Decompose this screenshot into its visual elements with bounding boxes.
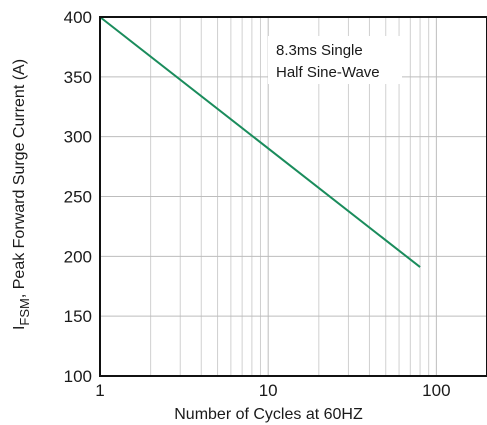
y-tick-label: 300 xyxy=(64,128,92,147)
annotation-line-1: 8.3ms Single xyxy=(276,42,363,59)
x-tick-label: 1 xyxy=(95,381,104,400)
series-group xyxy=(99,16,421,268)
plot-frame xyxy=(99,16,487,377)
x-axis-label: Number of Cycles at 60HZ xyxy=(174,406,363,423)
y-axis-label-suffix: , Peak Forward Surge Current (A) xyxy=(11,59,28,298)
series-line xyxy=(99,16,421,268)
tick-labels: 100 150 200 250 300 350 400 1 10 100 xyxy=(64,8,451,400)
y-tick-label: 250 xyxy=(64,188,92,207)
annotation-box: 8.3ms Single Half Sine-Wave xyxy=(268,36,402,84)
y-tick-label: 100 xyxy=(64,367,92,386)
annotation-background xyxy=(268,36,402,84)
y-tick-label: 200 xyxy=(64,247,92,266)
y-axis-label: IFSM, Peak Forward Surge Current (A) xyxy=(11,59,32,330)
x-tick-label: 10 xyxy=(259,381,278,400)
x-tick-label: 100 xyxy=(422,381,450,400)
y-tick-label: 350 xyxy=(64,68,92,87)
y-tick-label: 400 xyxy=(64,8,92,27)
y-axis-label-prefix: I xyxy=(11,326,28,330)
y-tick-label: 150 xyxy=(64,307,92,326)
y-axis-label-subscript: FSM xyxy=(17,298,32,325)
annotation-line-2: Half Sine-Wave xyxy=(276,64,380,81)
